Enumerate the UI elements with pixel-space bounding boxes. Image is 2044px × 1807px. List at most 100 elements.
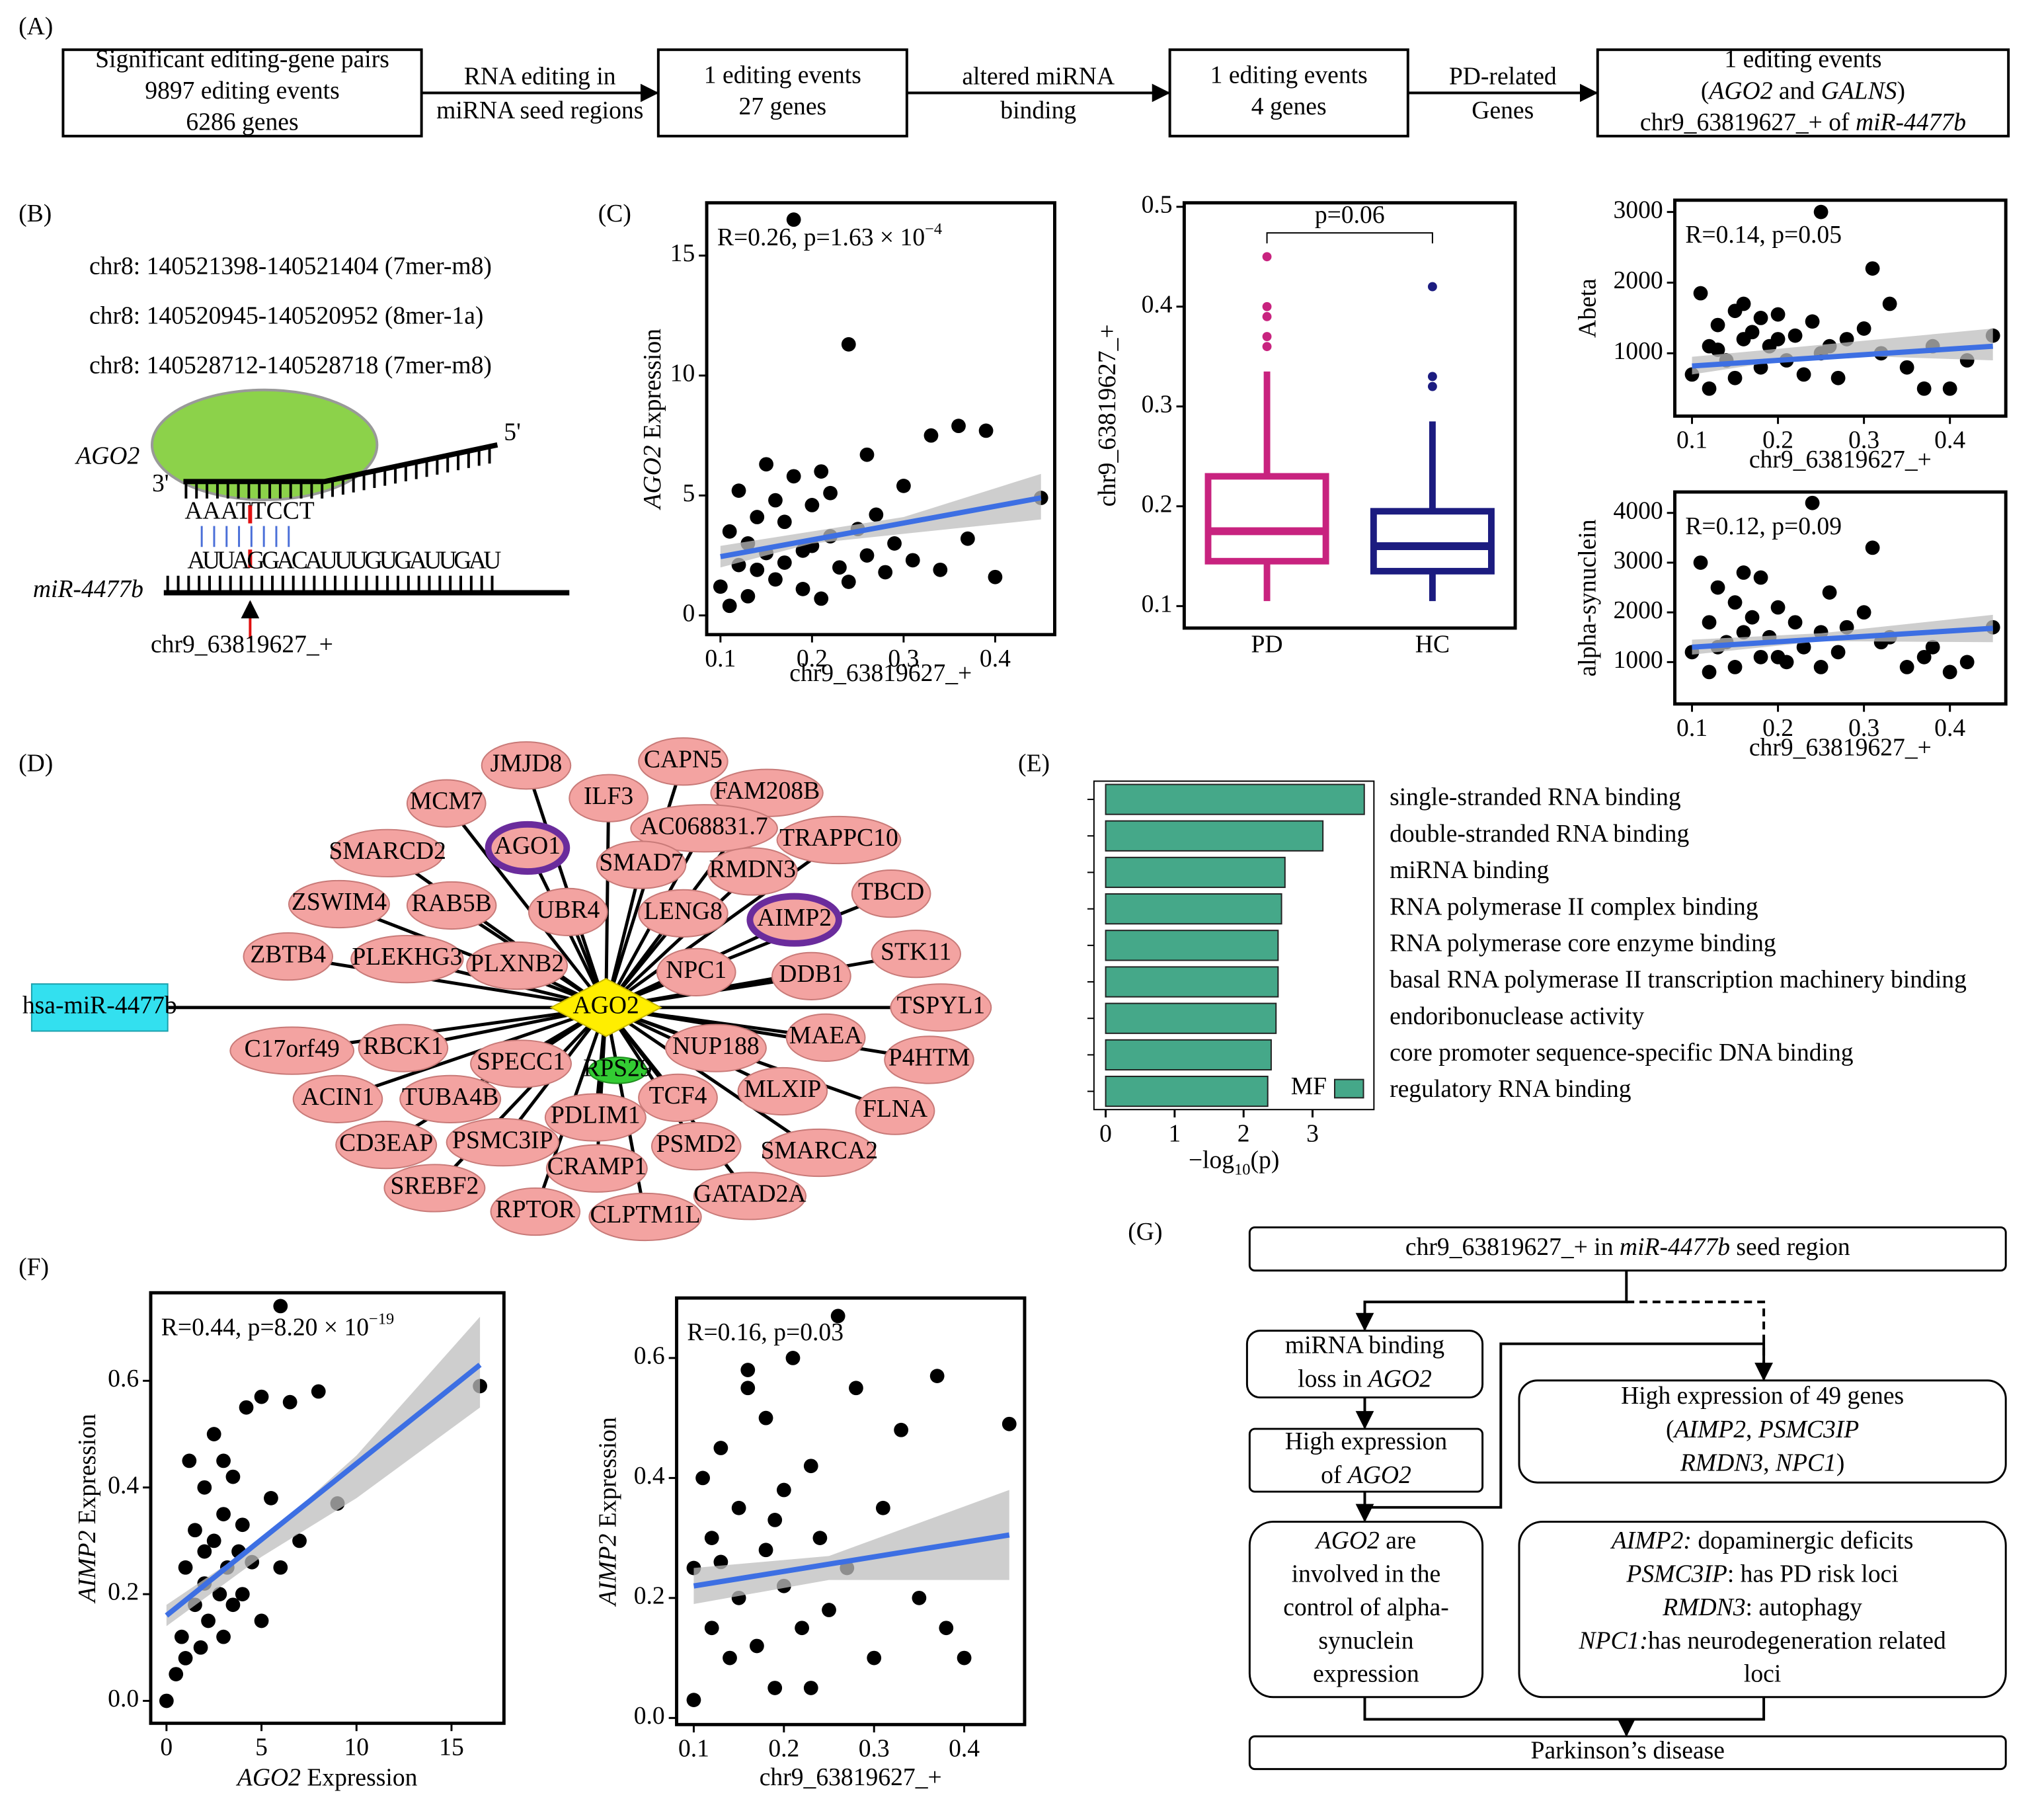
gene-node (383, 1164, 486, 1213)
mechanism-box (1248, 1427, 1484, 1493)
text-run: ( (1666, 1416, 1674, 1443)
y-tick-label: 2000 (1614, 266, 1663, 294)
point (859, 548, 875, 563)
gene-node (358, 1024, 449, 1072)
point (887, 536, 902, 551)
point (193, 1640, 208, 1655)
point (1830, 370, 1846, 385)
binding-site: chr8: 140520945-140520952 (8mer-1a) (89, 302, 483, 330)
x-tick-label: 0.1 (1676, 714, 1708, 742)
category-label: single-stranded RNA binding (1390, 783, 1681, 811)
confidence-band (166, 1316, 481, 1626)
plot-frame (1182, 201, 1517, 630)
point (1925, 639, 1940, 655)
outlier (1262, 342, 1272, 352)
plot-frame (1093, 780, 1375, 1111)
x-tick-label: PD (1251, 630, 1283, 658)
text-run: AGO2 (1707, 77, 1772, 104)
point (740, 1363, 756, 1377)
mechanism-text: Parkinson’s disease (1531, 1736, 1725, 1764)
point (159, 1693, 174, 1708)
binding-site: chr8: 140528712-140528718 (7mer-m8) (89, 352, 492, 380)
point (311, 1384, 326, 1399)
outlier (1262, 332, 1272, 341)
gene-node (762, 1128, 876, 1178)
mechanism-box (1518, 1521, 2007, 1699)
mechanism-text: involved in the (1292, 1560, 1441, 1587)
point (704, 1531, 719, 1546)
y-axis-label: AGO2 Expression (639, 329, 666, 511)
point (1710, 317, 1725, 333)
y-tick-label: 0.0 (108, 1685, 139, 1712)
gene-label: TBCD (858, 877, 924, 905)
point (912, 1590, 927, 1605)
x-tick-label: 0 (160, 1734, 173, 1761)
gene-node (292, 1074, 383, 1123)
plot-frame (675, 1296, 1027, 1726)
outlier (1427, 372, 1437, 381)
point (182, 1453, 197, 1468)
point (1693, 286, 1708, 301)
outlier (1262, 311, 1272, 321)
point (713, 1441, 728, 1455)
point (1753, 311, 1768, 325)
gene-node (481, 741, 572, 790)
gene-label: PLXNB2 (470, 949, 564, 977)
text-run: of (1321, 1461, 1348, 1488)
point (273, 1560, 288, 1575)
y-tick-label: 0.2 (1142, 490, 1173, 518)
x-tick-label: 0.4 (1934, 714, 1965, 742)
gene-node (528, 887, 608, 936)
y-tick-label: 0.3 (1142, 390, 1173, 418)
text-run: RMDN3 (1662, 1593, 1745, 1621)
bar (1105, 1002, 1277, 1034)
point (686, 1693, 701, 1708)
pipeline-box-text: 27 genes (739, 93, 827, 120)
text-run: 10 (1234, 1160, 1250, 1178)
gene-label: TUBA4B (402, 1083, 498, 1111)
arrow-label: binding (1000, 97, 1076, 124)
gene-label: SPECC1 (477, 1048, 565, 1076)
y-tick-label: 1000 (1614, 646, 1663, 674)
pipeline-box-text: 1 editing events (1724, 46, 1881, 73)
gene-label: LENG8 (644, 897, 723, 925)
box (1370, 508, 1495, 575)
network-edge (606, 1006, 929, 1062)
panel-label: (F) (19, 1253, 49, 1281)
gene-label: CLPTM1L (590, 1201, 700, 1228)
gene-label: ACIN1 (301, 1083, 375, 1111)
x-axis-label: chr9_63819627_+ (1749, 734, 1932, 762)
x-tick-label: 0.1 (678, 1735, 709, 1763)
point (812, 1531, 828, 1546)
point (1727, 595, 1743, 610)
point (206, 1533, 221, 1548)
bar (1105, 966, 1279, 998)
fit-line (693, 1532, 1010, 1589)
gene-label: CRAMP1 (547, 1152, 647, 1180)
gene-node (588, 1057, 648, 1084)
network-edge (604, 870, 754, 1009)
x-axis-label: −log10(p) (1189, 1146, 1280, 1178)
y-axis-label: AIMP2 Expression (594, 1417, 621, 1607)
network-edge (288, 955, 607, 1010)
x-tick-label: HC (1415, 630, 1450, 658)
text-run: R=0.44, p=8.20 × 10 (161, 1313, 369, 1341)
y-axis-label: chr9_63819627_+ (1093, 324, 1121, 506)
point (785, 1351, 801, 1365)
point (292, 1533, 307, 1548)
y-tick-label: 5 (682, 479, 695, 507)
mirna-node (30, 983, 169, 1032)
point (795, 1621, 809, 1636)
point (768, 572, 783, 587)
text-run: −4 (925, 220, 942, 238)
text-run: AGO2 (1314, 1527, 1380, 1554)
gene-label: MLXIP (744, 1075, 821, 1103)
outlier (1427, 282, 1437, 292)
y-axis-label: alpha-synuclein (1574, 519, 1602, 676)
gene-node (871, 930, 961, 979)
panel-label: (E) (1018, 749, 1050, 777)
gene-label: SMAD7 (599, 849, 683, 877)
point (1813, 204, 1828, 220)
point (1805, 495, 1820, 510)
point (1796, 367, 1811, 382)
